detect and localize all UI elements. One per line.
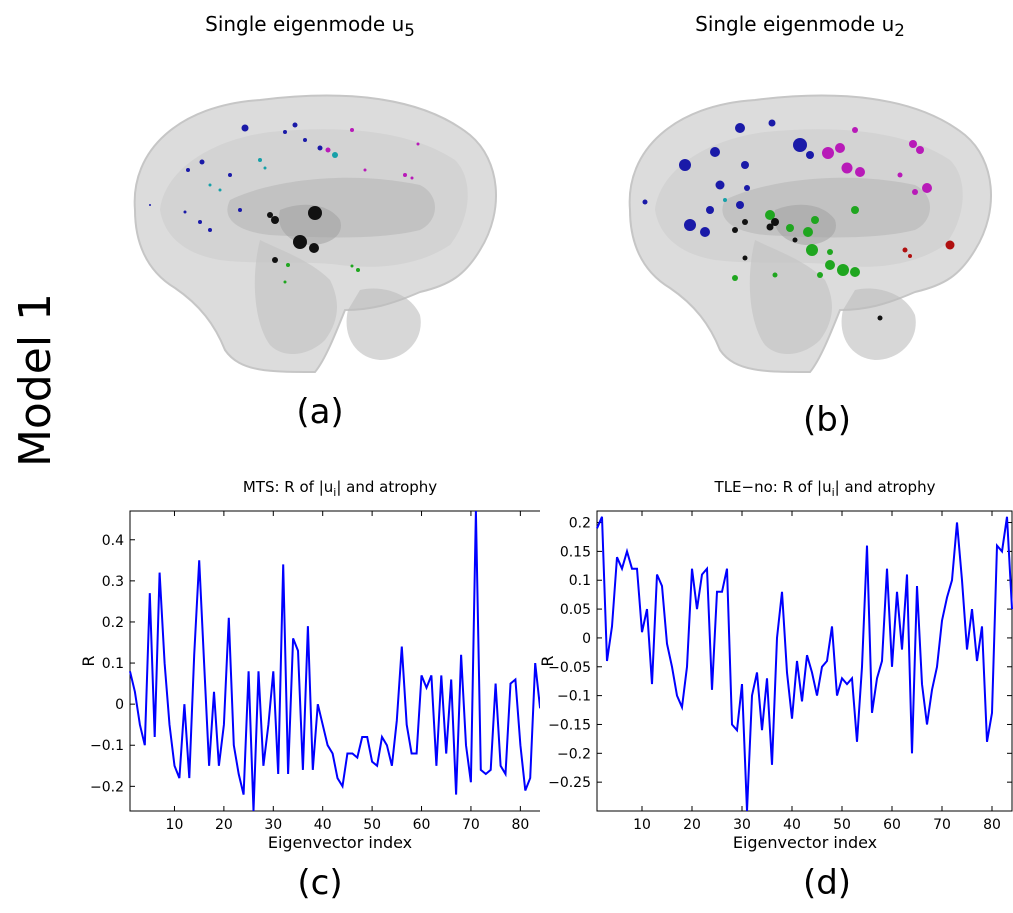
eigenmode-nodes-b [642,119,955,321]
chart-c-x-tick-label: 70 [462,817,480,833]
chart-d-title: TLE−no: R of |ui| and atrophy [714,478,936,499]
chart-c-y-tick-label: 0.2 [102,615,124,631]
chart-d-x-tick-label: 50 [833,817,851,833]
chart-c-y-tick-label: −0.1 [90,738,124,754]
chart-c-y-tick-label: 0.4 [102,533,124,549]
brain-render-a [133,94,497,374]
chart-c-y-tick-label: −0.2 [90,779,124,795]
chart-c-x-tick-label: 30 [264,817,282,833]
panel-a-title: Single eigenmode u5 [205,12,415,40]
panel-c-letter: (c) [297,863,343,903]
chart-c: MTS: R of |ui| and atrophy −0.2 −0.1 0 0.1 0… [79,478,540,852]
row-label-text: Model 1 [10,293,61,467]
panel-b-letter: (b) [802,400,852,440]
chart-d-x-ticks: 10 20 30 40 50 60 70 80 [633,511,1001,833]
chart-c-series-line [129,510,540,812]
chart-c-y-tick-label: 0.3 [102,574,124,590]
chart-d-y-tick-label: 0.15 [560,544,591,560]
chart-c-x-tick-label: 10 [166,817,184,833]
chart-c-x-tick-label: 80 [511,817,529,833]
panel-b-title: Single eigenmode u2 [695,12,905,40]
brain-silhouette [133,94,497,374]
chart-d-x-tick-label: 70 [933,817,951,833]
chart-d-y-tick-label: −0.25 [548,775,591,791]
chart-d-y-tick-label: −0.05 [548,660,591,676]
chart-d-y-tick-label: 0 [582,631,591,647]
chart-d-x-tick-label: 40 [783,817,801,833]
chart-c-x-ticks: 10 20 30 40 50 60 70 80 [166,511,529,833]
panel-a-letter: (a) [296,392,344,432]
chart-d-y-tick-label: 0.1 [569,573,591,589]
chart-c-x-tick-label: 40 [314,817,332,833]
chart-d-series-line [596,516,1013,812]
chart-d-y-tick-label: −0.2 [557,746,591,762]
chart-c-y-ticks: −0.2 −0.1 0 0.1 0.2 0.3 0.4 [90,533,135,795]
chart-d-y-ticks: −0.25 −0.2 −0.15 −0.1 −0.05 0 0.05 0.1 0.15 0.2 [548,516,1012,791]
brain-render-b [628,94,992,374]
chart-c-x-tick-label: 20 [215,817,233,833]
chart-d-y-tick-label: 0.2 [569,516,591,532]
chart-d-x-tick-label: 30 [733,817,751,833]
chart-c-y-tick-label: 0 [115,697,124,713]
chart-d-x-tick-label: 80 [983,817,1001,833]
chart-d-x-tick-label: 10 [633,817,651,833]
chart-d: TLE−no: R of |ui| and atrophy −0.25−0.2−… [538,478,1013,852]
eigenmode-nodes-a [149,122,420,284]
chart-c-ylabel: R [79,655,98,666]
chart-d-x-tick-label: 20 [683,817,701,833]
chart-c-xlabel: Eigenvector index [268,833,412,852]
chart-d-plot-frame [596,510,1013,812]
chart-d-xlabel: Eigenvector index [733,833,877,852]
chart-d-y-tick-label: 0.05 [560,602,591,618]
chart-c-x-tick-label: 60 [413,817,431,833]
row-label: Model 1 [10,293,61,467]
chart-c-title: MTS: R of |ui| and atrophy [243,478,437,499]
chart-c-y-tick-label: 0.1 [102,656,124,672]
panel-d-letter: (d) [802,863,852,903]
chart-d-ylabel: R [538,655,557,666]
chart-c-x-tick-label: 50 [363,817,381,833]
chart-d-y-tick-label: −0.1 [557,689,591,705]
chart-c-plot-frame [129,510,540,812]
chart-d-x-tick-label: 60 [883,817,901,833]
chart-d-y-tick-label: −0.15 [548,717,591,733]
